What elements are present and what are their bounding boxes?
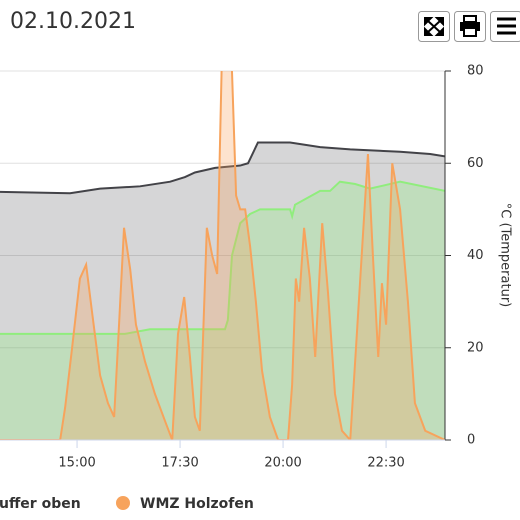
x-tick-label: 17:30 [161,456,198,471]
y-tick-label: 80 [467,64,484,79]
print-button[interactable] [455,12,486,42]
legend-symbol [116,496,130,510]
y-tick-label: 40 [467,248,484,263]
y-tick-label: 60 [467,156,484,171]
chart-title: 02.10.2021 [10,9,136,34]
menu-button[interactable] [491,12,520,42]
y-tick-label: 0 [467,433,475,448]
x-tick-label: 15:00 [58,456,95,471]
x-tick-label: 20:00 [264,456,301,471]
legend-label: uffer oben [0,496,81,512]
legend-label: WMZ Holzofen [140,496,254,512]
x-tick-label: 22:30 [367,456,404,471]
fullscreen-button[interactable] [419,12,450,42]
y-axis-title: °C (Temperatur) [498,203,513,308]
y-tick-label: 20 [467,340,484,355]
